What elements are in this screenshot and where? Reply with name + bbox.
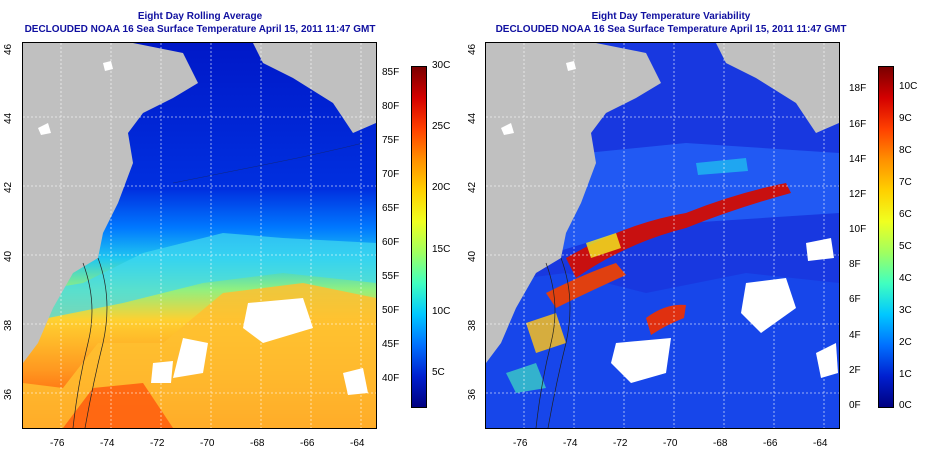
celsius-label: 4C — [899, 273, 912, 284]
fahrenheit-label: 4F — [849, 330, 861, 341]
y-tick-label: 36 — [3, 388, 14, 400]
celsius-label: 10C — [432, 306, 451, 317]
fahrenheit-label: 50F — [382, 305, 400, 316]
y-tick-label: 42 — [467, 181, 478, 193]
y-tick-label: 40 — [467, 250, 478, 262]
y-tick-label: 44 — [467, 112, 478, 124]
x-tick-label: -64 — [813, 438, 828, 449]
map-title: Eight Day Rolling Average — [137, 11, 263, 22]
y-tick-label: 46 — [467, 43, 478, 55]
x-tick-label: -72 — [613, 438, 628, 449]
fahrenheit-label: 6F — [849, 294, 861, 305]
x-tick-label: -76 — [50, 438, 65, 449]
fahrenheit-label: 80F — [382, 101, 400, 112]
celsius-label: 8C — [899, 145, 912, 156]
celsius-label: 5C — [899, 241, 912, 252]
celsius-label: 25C — [432, 121, 451, 132]
x-tick-label: -64 — [350, 438, 365, 449]
sst-average-map-image — [23, 43, 376, 428]
celsius-label: 6C — [899, 209, 912, 220]
fahrenheit-label: 85F — [382, 67, 400, 78]
fahrenheit-label: 40F — [382, 373, 400, 384]
celsius-label: 30C — [432, 60, 451, 71]
map-subtitle: DECLOUDED NOAA 16 Sea Surface Temperatur… — [495, 24, 847, 35]
x-tick-label: -76 — [513, 438, 528, 449]
celsius-label: 2C — [899, 337, 912, 348]
sst-average-map — [22, 42, 377, 429]
fahrenheit-label: 10F — [849, 224, 867, 235]
x-tick-label: -70 — [663, 438, 678, 449]
x-tick-label: -68 — [250, 438, 265, 449]
x-tick-label: -70 — [200, 438, 215, 449]
y-tick-label: 38 — [3, 319, 14, 331]
y-tick-label: 36 — [467, 388, 478, 400]
y-tick-label: 38 — [467, 319, 478, 331]
fahrenheit-label: 55F — [382, 271, 400, 282]
fahrenheit-label: 12F — [849, 189, 867, 200]
celsius-label: 10C — [899, 81, 918, 92]
x-tick-label: -74 — [563, 438, 578, 449]
fahrenheit-label: 18F — [849, 83, 867, 94]
fahrenheit-label: 60F — [382, 237, 400, 248]
x-tick-label: -66 — [763, 438, 778, 449]
celsius-label: 1C — [899, 369, 912, 380]
fahrenheit-label: 0F — [849, 400, 861, 411]
fahrenheit-label: 45F — [382, 339, 400, 350]
map-subtitle: DECLOUDED NOAA 16 Sea Surface Temperatur… — [24, 24, 376, 35]
fahrenheit-label: 16F — [849, 119, 867, 130]
variability-colorbar — [878, 66, 894, 408]
fahrenheit-label: 65F — [382, 203, 400, 214]
fahrenheit-label: 75F — [382, 135, 400, 146]
celsius-label: 5C — [432, 367, 445, 378]
celsius-label: 0C — [899, 400, 912, 411]
map-title: Eight Day Temperature Variability — [591, 11, 751, 22]
fahrenheit-label: 2F — [849, 365, 861, 376]
celsius-label: 20C — [432, 182, 451, 193]
fahrenheit-label: 14F — [849, 154, 867, 165]
y-tick-label: 42 — [3, 181, 14, 193]
x-tick-label: -74 — [100, 438, 115, 449]
sst-variability-map — [485, 42, 840, 429]
fahrenheit-label: 8F — [849, 259, 861, 270]
x-tick-label: -68 — [713, 438, 728, 449]
x-tick-label: -72 — [150, 438, 165, 449]
sst-average-panel: Eight Day Rolling Average DECLOUDED NOAA… — [3, 11, 451, 449]
sst-variability-panel: Eight Day Temperature Variability DECLOU… — [467, 0, 950, 475]
x-tick-label: -66 — [300, 438, 315, 449]
celsius-label: 7C — [899, 177, 912, 188]
celsius-label: 3C — [899, 305, 912, 316]
y-tick-label: 40 — [3, 250, 14, 262]
y-tick-label: 44 — [3, 112, 14, 124]
y-tick-label: 46 — [3, 43, 14, 55]
sst-variability-map-image — [486, 43, 839, 428]
temperature-colorbar — [411, 66, 427, 408]
fahrenheit-label: 70F — [382, 169, 400, 180]
celsius-label: 9C — [899, 113, 912, 124]
celsius-label: 15C — [432, 244, 451, 255]
